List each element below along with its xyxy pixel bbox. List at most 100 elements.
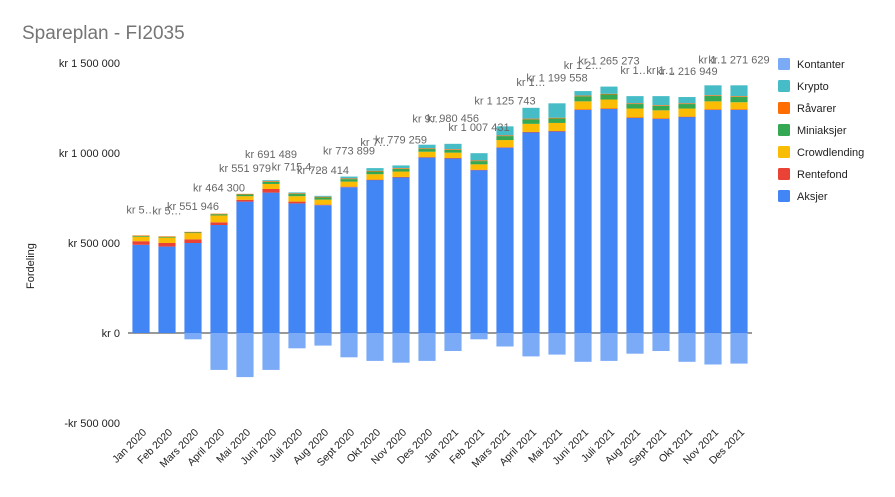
legend-swatch	[778, 102, 790, 114]
bar-segment-rentefond	[600, 108, 618, 110]
bar-segment-miniaksjer	[184, 232, 202, 234]
bar-segment-crowdlending	[626, 108, 644, 118]
bar-segment-aksjer	[496, 147, 514, 333]
data-label: kr 773 899	[323, 146, 375, 158]
bar-segment-krypto	[444, 143, 462, 150]
bar-segment-kontanter	[366, 333, 384, 361]
bar-segment-aksjer	[600, 108, 618, 334]
bar-segment-crowdlending	[444, 152, 462, 159]
bar-segment-krypto	[574, 91, 592, 96]
bar-segment-miniaksjer	[522, 119, 540, 124]
bar-segment-crowdlending	[132, 236, 150, 242]
bar-segment-miniaksjer	[496, 136, 514, 141]
bar-segment-kontanter	[496, 333, 514, 347]
data-label: kr 1…	[646, 65, 675, 77]
bar-segment-kontanter	[678, 333, 696, 362]
bar-segment-aksjer	[548, 131, 566, 333]
bar-segment-miniaksjer	[470, 161, 488, 165]
bar-segment-krypto	[262, 180, 280, 182]
bar-segment-rentefond	[340, 186, 358, 188]
bar-segment-r-varer	[626, 103, 644, 105]
bar-segment-krypto	[704, 85, 722, 96]
bar-segment-r-varer	[470, 160, 488, 162]
bar-segment-miniaksjer	[132, 235, 150, 237]
data-label: kr 7…	[360, 137, 389, 149]
bar-segment-aksjer	[730, 109, 748, 333]
bar-segment-miniaksjer	[444, 149, 462, 153]
bar-segment-r-varer	[704, 95, 722, 96]
bar-segment-krypto	[626, 96, 644, 104]
bar-segment-r-varer	[652, 105, 670, 106]
bar-segment-rentefond	[626, 117, 644, 119]
data-label: kr 691 489	[245, 149, 297, 161]
bar-segment-kontanter	[314, 333, 332, 346]
bar-segment-krypto	[366, 168, 384, 171]
legend-label: Råvarer	[797, 103, 836, 115]
bar-segment-rentefond	[522, 131, 540, 133]
bars	[132, 85, 748, 378]
bar-segment-kontanter	[340, 333, 358, 358]
bar-segment-miniaksjer	[288, 194, 306, 197]
bar-segment-krypto	[340, 176, 358, 179]
bar-segment-miniaksjer	[678, 104, 696, 109]
bar-segment-r-varer	[262, 181, 280, 182]
bar-segment-rentefond	[366, 179, 384, 181]
bar-segment-r-varer	[314, 196, 332, 198]
bar-segment-aksjer	[262, 192, 280, 333]
bar-segment-aksjer	[366, 180, 384, 333]
bar-segment-rentefond	[418, 157, 436, 158]
bar-segment-kontanter	[288, 333, 306, 349]
bar-segment-krypto	[548, 103, 566, 118]
bar-segment-rentefond	[158, 243, 176, 247]
bar-segment-rentefond	[496, 147, 514, 148]
y-tick-label: kr 1 000 000	[59, 148, 120, 160]
bar-segment-crowdlending	[184, 233, 202, 240]
bar-segment-rentefond	[470, 169, 488, 171]
legend-swatch	[778, 190, 790, 202]
bar-segment-r-varer	[730, 96, 748, 97]
legend-swatch	[778, 124, 790, 136]
data-label: kr 1…	[516, 77, 545, 89]
bar-segment-crowdlending	[366, 174, 384, 180]
bar-segment-r-varer	[418, 148, 436, 150]
bar-segment-crowdlending	[392, 171, 410, 177]
data-label: kr 551 946	[167, 201, 219, 213]
bar-segment-crowdlending	[158, 237, 176, 243]
bar-segment-rentefond	[730, 109, 748, 110]
bar-segment-r-varer	[678, 103, 696, 105]
bar-segment-aksjer	[158, 246, 176, 333]
data-label: kr 728 414	[297, 165, 349, 177]
bar-segment-rentefond	[288, 201, 306, 204]
data-label: kr 1 271 629	[708, 54, 769, 66]
bar-segment-r-varer	[600, 93, 618, 95]
data-label: kr 1 199 558	[526, 72, 587, 84]
bar-segment-aksjer	[288, 203, 306, 333]
bar-segment-crowdlending	[288, 196, 306, 202]
bar-segment-crowdlending	[314, 199, 332, 205]
legend-label: Kontanter	[797, 59, 845, 71]
bar-segment-miniaksjer	[340, 179, 358, 182]
bar-segment-aksjer	[678, 117, 696, 333]
bar-segment-kontanter	[184, 333, 202, 340]
y-tick-label: kr 500 000	[68, 238, 120, 250]
bar-segment-miniaksjer	[366, 171, 384, 175]
bar-segment-aksjer	[236, 201, 254, 333]
bar-segment-miniaksjer	[600, 94, 618, 100]
bar-segment-r-varer	[184, 231, 202, 233]
data-label: kr 9…	[412, 114, 441, 126]
bar-segment-crowdlending	[522, 123, 540, 132]
y-tick-label: -kr 500 000	[64, 418, 120, 430]
bar-segment-miniaksjer	[210, 214, 228, 216]
data-label: kr 464 300	[193, 183, 245, 195]
bar-segment-crowdlending	[236, 196, 254, 200]
bar-segment-kontanter	[652, 333, 670, 351]
bar-segment-r-varer	[210, 213, 228, 215]
legend: Kontanter Krypto Råvarer Miniaksjer Crowdlen…	[778, 58, 864, 203]
bar-segment-kontanter	[392, 333, 410, 363]
legend-label: Krypto	[797, 81, 829, 93]
bar-segment-aksjer	[652, 118, 670, 333]
bar-segment-krypto	[496, 126, 514, 136]
bar-segment-miniaksjer	[652, 105, 670, 111]
